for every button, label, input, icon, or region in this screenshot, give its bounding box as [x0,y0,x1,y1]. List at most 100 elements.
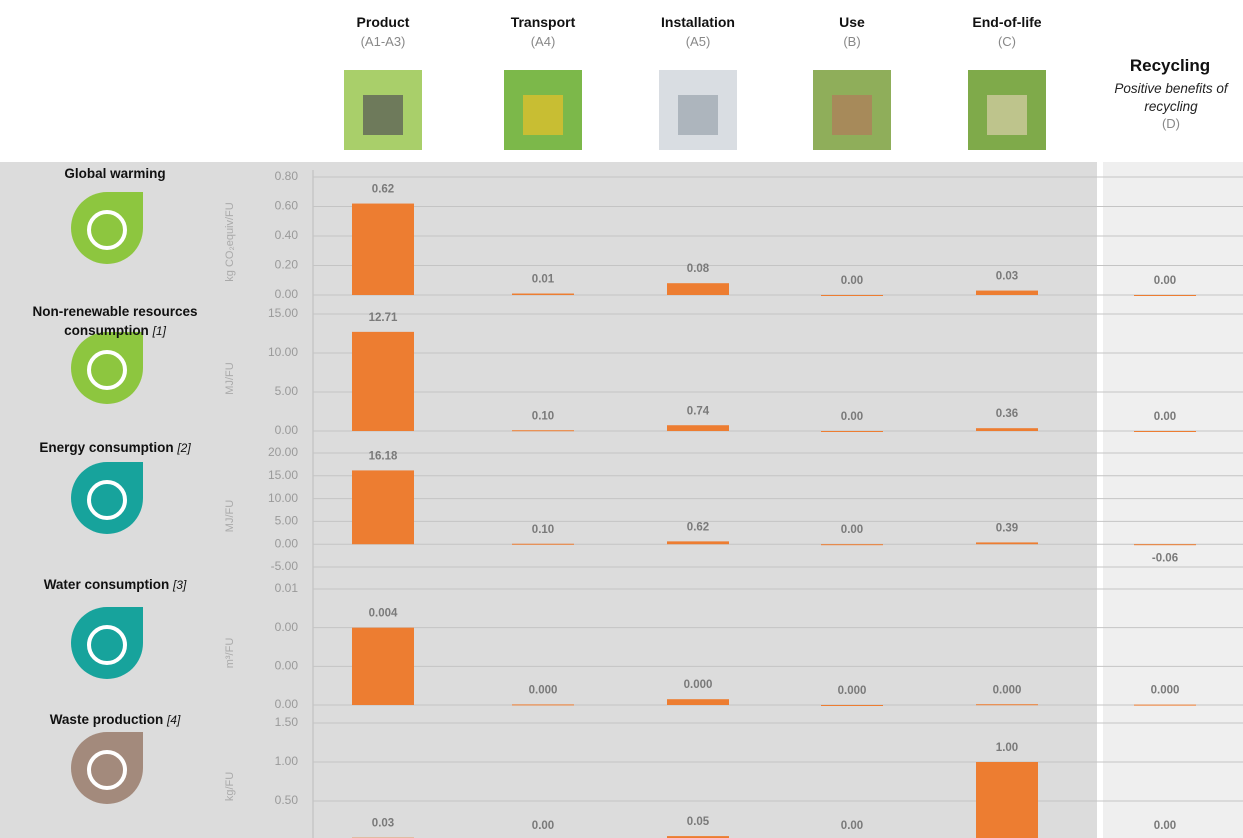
panel-background [0,162,1097,838]
bar [352,204,414,295]
bar [352,628,414,705]
bar [1134,705,1196,706]
y-tick-label: 0.00 [275,423,299,437]
y-tick-label: 0.00 [275,287,299,301]
stage-image [968,70,1046,150]
y-axis-label: kg CO₂equiv/FU [224,202,236,282]
y-tick-label: 0.00 [275,620,299,634]
stage-image [344,70,422,150]
y-tick-label: 15.00 [268,468,298,482]
image-detail [523,95,563,135]
bar [667,283,729,295]
bar [821,431,883,432]
bar [667,425,729,431]
bar [821,295,883,296]
row-title: Non-renewable resources consumption [1] [0,302,230,341]
stage-image [504,70,582,150]
value-label: 0.00 [1154,820,1176,832]
stage-name: Use [782,14,922,30]
row-title: Waste production [4] [0,710,230,730]
bar [976,291,1038,295]
stage-name: Installation [628,14,768,30]
value-label: 0.05 [687,816,710,828]
y-axis-label: MJ/FU [224,362,236,394]
bar [821,705,883,706]
value-label: 0.000 [838,685,867,697]
value-label: 0.62 [687,521,709,533]
stage-code: (A5) [628,34,768,49]
title-note: [4] [167,713,180,727]
y-axis-label: m³/FU [224,638,236,669]
title-text: Energy consumption [39,440,173,455]
bar [1134,431,1196,432]
y-tick-label: 0.00 [275,659,299,673]
value-label: 0.00 [841,524,863,536]
stage-code: (A1-A3) [313,34,453,49]
value-label: 12.71 [369,312,398,324]
y-axis-label: MJ/FU [224,500,236,532]
bar [1134,544,1196,545]
value-label: 0.00 [1154,411,1176,423]
value-label: 0.000 [993,684,1022,696]
y-tick-label: 0.40 [275,228,299,242]
value-label: 0.74 [687,405,710,417]
stage-name: Product [313,14,453,30]
value-label: 1.00 [996,742,1018,754]
bar [352,332,414,431]
title-note: [1] [153,324,166,338]
y-tick-label: 5.00 [275,514,299,528]
y-tick-label: 1.00 [275,754,299,768]
y-tick-label: 0.50 [275,793,299,807]
bar [667,699,729,705]
row-title: Energy consumption [2] [0,438,230,458]
bar [667,541,729,544]
row-icon [71,462,143,534]
recycling-subtitle: Positive benefits of recycling [1110,80,1232,116]
bar [512,430,574,431]
stage-image [659,70,737,150]
bar [512,294,574,295]
row-icon [71,607,143,679]
bar [976,542,1038,544]
stage-name: End-of-life [937,14,1077,30]
value-label: 0.39 [996,522,1018,534]
row-icon [71,332,143,404]
value-label: 0.10 [532,524,554,536]
page: 0.000.200.400.600.80kg CO₂equiv/FU0.620.… [0,0,1243,838]
stage-image [813,70,891,150]
y-axis-label: kg/FU [224,772,236,801]
stage-code: (B) [782,34,922,49]
row-title: Water consumption [3] [0,575,230,595]
stage-name: Transport [473,14,613,30]
value-label: 0.10 [532,410,554,422]
value-label: 0.004 [369,608,398,620]
y-tick-label: 1.50 [275,715,299,729]
value-label: 0.03 [372,818,394,830]
y-tick-label: 20.00 [268,445,298,459]
value-label: 0.00 [841,411,863,423]
value-label: 0.00 [841,275,863,287]
bar [976,428,1038,431]
recycling-title: Recycling [1100,56,1240,76]
y-tick-label: 0.00 [275,536,299,550]
y-tick-label: 10.00 [268,345,298,359]
value-label: 0.000 [1151,685,1180,697]
y-tick-label: 0.01 [275,581,299,595]
title-text: Water consumption [44,577,170,592]
bar [512,704,574,705]
value-label: 0.01 [532,274,555,286]
value-label: 0.000 [684,679,713,691]
bar [976,704,1038,705]
y-tick-label: 5.00 [275,384,299,398]
title-note: [2] [177,441,190,455]
stage-code: (A4) [473,34,613,49]
title-text: Non-renewable resources consumption [32,304,197,338]
bar [1134,295,1196,296]
value-label: 16.18 [369,450,398,462]
value-label: 0.36 [996,408,1018,420]
value-label: 0.00 [1154,275,1176,287]
recycling-code: (D) [1110,116,1232,131]
y-tick-label: 0.60 [275,199,299,213]
bar [976,762,1038,838]
image-detail [832,95,872,135]
